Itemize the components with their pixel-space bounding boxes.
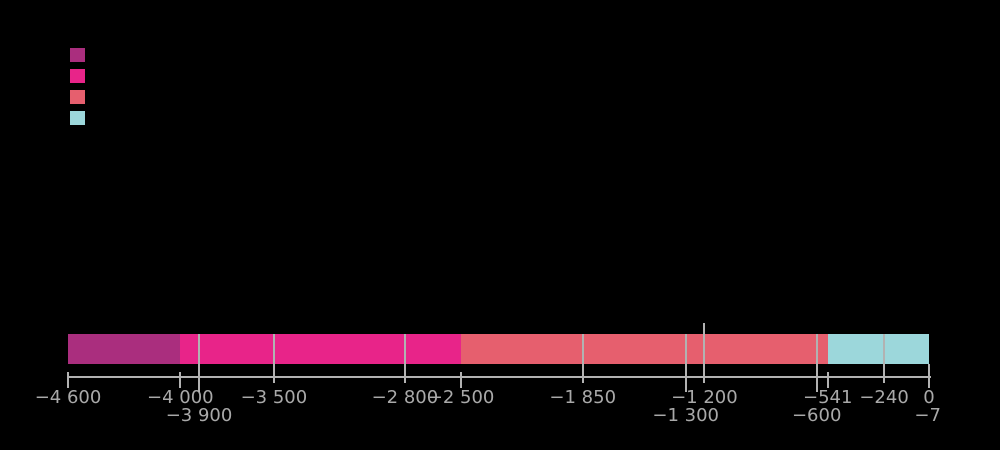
axis-tick-label--1200: −1 200 [671, 387, 738, 408]
bar-segment-1 [68, 334, 181, 364]
axis-tick-label--240: −240 [859, 387, 909, 408]
tick-line--1300 [684, 334, 687, 392]
legend-swatch-series-1 [70, 48, 85, 62]
axis-tick-label--3900: −3 900 [165, 405, 233, 426]
bar-segment-3 [461, 334, 828, 364]
axis-tick-label--4600: −4 600 [34, 387, 102, 408]
axis-tick-label--1300: −1 300 [652, 405, 719, 426]
legend-swatch-series-2 [70, 69, 85, 83]
legend-swatch-series-3 [70, 90, 85, 104]
bar-segment-4 [827, 334, 929, 364]
axis-tick-label--2500: −2 500 [427, 387, 495, 408]
axis-tick-label--3500: −3 500 [240, 387, 308, 408]
axis-tick-label-0: 0 [923, 387, 935, 408]
axis-tick-label--600: −600 [791, 405, 842, 426]
tick-line--4000 [179, 372, 182, 388]
axis-tick-label--4000: −4 000 [146, 387, 214, 408]
tick-line--2500 [460, 372, 463, 388]
tick-line--600 [815, 334, 818, 392]
tick-line--4600 [67, 372, 69, 388]
tick-line--240 [883, 334, 886, 383]
tick-line--3900 [198, 334, 201, 392]
tick-line--2800 [403, 334, 406, 383]
tick-line-0 [928, 364, 930, 388]
axis-tick-label--1850: −1 850 [549, 387, 617, 408]
axis-tick-label--7: −7 [914, 405, 941, 426]
axis-tick-label--2800: −2 800 [371, 387, 439, 408]
legend-swatch-series-4 [70, 111, 85, 125]
bar-segment-2 [180, 334, 462, 364]
x-axis-line [68, 376, 931, 378]
axis-tick-label--541: −541 [803, 387, 853, 408]
tick-line--1200 [703, 323, 706, 383]
tick-line--3500 [272, 334, 275, 383]
tick-line--1850 [581, 334, 584, 383]
tick-line--541 [826, 372, 829, 388]
